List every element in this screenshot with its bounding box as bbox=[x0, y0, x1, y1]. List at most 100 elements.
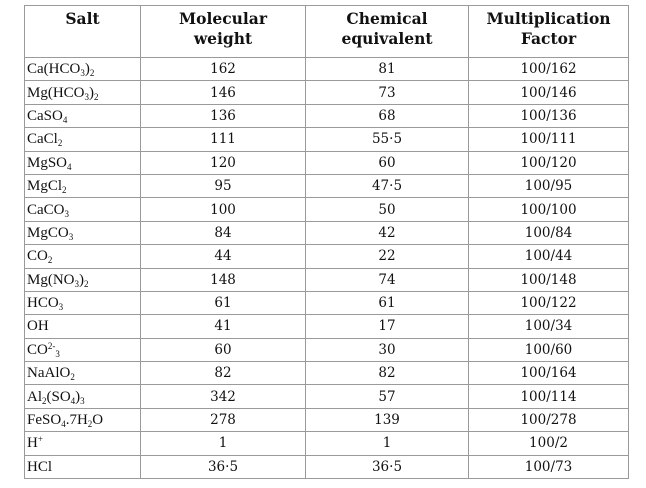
formula-subscript: 2 bbox=[62, 185, 67, 196]
molecular-weight-cell: 60 bbox=[140, 337, 306, 363]
formula-subscript: 2 bbox=[70, 372, 75, 383]
multiplication-factor-cell: 100/73 bbox=[468, 454, 629, 480]
formula-text: MgSO bbox=[27, 154, 68, 171]
formula-subscript: 3 bbox=[84, 91, 90, 102]
formula-text: FeSO bbox=[27, 412, 62, 429]
table-row: HCl 36·5 36·5 100/73 bbox=[24, 454, 629, 480]
formula-subscript: 4 bbox=[67, 161, 72, 172]
chemical-equivalent-cell: 139 bbox=[305, 407, 469, 433]
table-row: HCO3 61 61 100/122 bbox=[24, 290, 629, 316]
formula-subscript: 4 bbox=[70, 395, 76, 406]
formula-text: MgCO bbox=[27, 224, 69, 241]
formula-subscript: 3 bbox=[80, 395, 85, 406]
chemical-equivalent-cell: 57 bbox=[305, 384, 469, 409]
salt-formula-cell: Al2(SO4)3 bbox=[24, 384, 141, 409]
chemical-equivalent-cell: 1 bbox=[305, 431, 469, 456]
molecular-weight-cell: 148 bbox=[140, 267, 306, 292]
salt-formula-cell: Ca(HCO3)2 bbox=[24, 56, 141, 82]
chemical-equivalent-cell: 50 bbox=[305, 197, 469, 222]
multiplication-factor-cell: 100/44 bbox=[468, 244, 629, 269]
header-salt-line1: Salt bbox=[65, 9, 100, 28]
multiplication-factor-cell: 100/146 bbox=[468, 80, 629, 105]
formula-subscript: 4 bbox=[62, 114, 68, 125]
table-row: CaCl2 111 55·5 100/111 bbox=[24, 127, 629, 152]
chemical-equivalent-cell: 82 bbox=[305, 361, 469, 386]
chemical-equivalent-cell: 74 bbox=[305, 267, 469, 292]
multiplication-factor-cell: 100/60 bbox=[468, 337, 629, 363]
header-factor-line2: Factor bbox=[520, 29, 577, 48]
header-mw-line2: weight bbox=[193, 29, 253, 48]
table-row: H+ 1 1 100/2 bbox=[24, 431, 629, 456]
formula-subscript: 3 bbox=[58, 302, 64, 313]
header-molecular-weight: Molecular weight bbox=[140, 5, 306, 58]
table-row: NaAlO2 82 82 100/164 bbox=[24, 361, 629, 386]
table-body: Ca(HCO3)2 162 81 100/162 Mg(HCO3)2 146 73 100/1… bbox=[24, 56, 629, 480]
formula-text: H bbox=[27, 435, 38, 452]
formula-text: .7H bbox=[65, 412, 88, 429]
table-row: Ca(HCO3)2 162 81 100/162 bbox=[24, 56, 629, 82]
formula-subscript: 2 bbox=[87, 419, 93, 430]
formula-text: OH bbox=[27, 318, 49, 335]
salt-formula-cell: CaCO3 bbox=[24, 197, 141, 222]
formula-text: ) bbox=[89, 84, 95, 101]
formula-text: ) bbox=[84, 61, 90, 78]
formula-superscript: + bbox=[37, 434, 43, 445]
salt-formula-cell: MgCl2 bbox=[24, 173, 141, 199]
formula-superscript: 2- bbox=[47, 340, 56, 351]
molecular-weight-cell: 278 bbox=[140, 407, 306, 433]
salt-formula-cell: CO2 bbox=[24, 244, 141, 269]
salt-formula-cell: CO2-3 bbox=[24, 337, 141, 363]
molecular-weight-cell: 146 bbox=[140, 80, 306, 105]
formula-text: Mg(NO bbox=[27, 271, 75, 288]
formula-subscript: 2 bbox=[94, 91, 99, 102]
formula-subscript: 3 bbox=[55, 348, 60, 359]
formula-text: CaCl bbox=[27, 131, 58, 148]
molecular-weight-cell: 1 bbox=[140, 431, 306, 456]
molecular-weight-cell: 100 bbox=[140, 197, 306, 222]
salt-formula-cell: HCl bbox=[24, 454, 141, 480]
multiplication-factor-cell: 100/120 bbox=[468, 150, 629, 175]
table-row: FeSO4.7H2O 278 139 100/278 bbox=[24, 407, 629, 433]
salt-equivalents-table: Salt Molecular weight Chemical equivalen… bbox=[24, 5, 629, 480]
multiplication-factor-cell: 100/95 bbox=[468, 173, 629, 199]
molecular-weight-cell: 36·5 bbox=[140, 454, 306, 480]
table-row: Mg(NO3)2 148 74 100/148 bbox=[24, 267, 629, 292]
multiplication-factor-cell: 100/122 bbox=[468, 290, 629, 316]
formula-text: Al bbox=[27, 388, 42, 405]
molecular-weight-cell: 84 bbox=[140, 220, 306, 246]
multiplication-factor-cell: 100/278 bbox=[468, 407, 629, 433]
table-row: CaCO3 100 50 100/100 bbox=[24, 197, 629, 222]
formula-text: CaCO bbox=[27, 201, 65, 218]
salt-formula-cell: Mg(HCO3)2 bbox=[24, 80, 141, 105]
chemical-equivalent-cell: 61 bbox=[305, 290, 469, 316]
header-multiplication-factor: Multiplication Factor bbox=[468, 5, 629, 58]
formula-subscript: 4 bbox=[61, 419, 66, 430]
formula-text: (SO bbox=[46, 388, 71, 405]
salt-formula-cell: MgCO3 bbox=[24, 220, 141, 246]
chemical-equivalent-cell: 60 bbox=[305, 150, 469, 175]
formula-subscript: 3 bbox=[64, 208, 70, 219]
salt-formula-cell: OH bbox=[24, 314, 141, 339]
formula-text: CO bbox=[27, 248, 48, 265]
chemical-equivalent-cell: 42 bbox=[305, 220, 469, 246]
multiplication-factor-cell: 100/2 bbox=[468, 431, 629, 456]
header-salt: Salt bbox=[24, 5, 141, 58]
formula-subscript: 2 bbox=[84, 278, 89, 289]
formula-text: NaAlO bbox=[27, 365, 71, 382]
multiplication-factor-cell: 100/164 bbox=[468, 361, 629, 386]
salt-formula-cell: CaCl2 bbox=[24, 127, 141, 152]
header-eq-line1: Chemical bbox=[346, 9, 428, 28]
formula-text: CaSO bbox=[27, 107, 63, 124]
formula-subscript: 2 bbox=[89, 68, 95, 79]
molecular-weight-cell: 342 bbox=[140, 384, 306, 409]
table-row: CO2 44 22 100/44 bbox=[24, 244, 629, 269]
molecular-weight-cell: 95 bbox=[140, 173, 306, 199]
formula-subscript: 2 bbox=[47, 255, 53, 266]
chemical-equivalent-cell: 22 bbox=[305, 244, 469, 269]
formula-text: ) bbox=[75, 388, 81, 405]
table-row: MgCl2 95 47·5 100/95 bbox=[24, 173, 629, 199]
multiplication-factor-cell: 100/111 bbox=[468, 127, 629, 152]
chemical-equivalent-cell: 30 bbox=[305, 337, 469, 363]
formula-text: HCl bbox=[27, 458, 53, 475]
formula-subscript: 3 bbox=[68, 231, 74, 242]
